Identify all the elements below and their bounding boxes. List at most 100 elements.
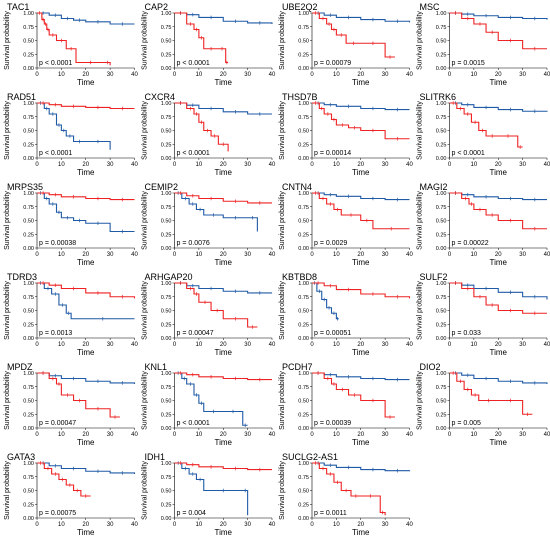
panel-title: CAP2 (145, 2, 169, 12)
x-axis-label: Time (352, 168, 370, 177)
y-tick-label: 0.75 (23, 475, 34, 481)
survival-curve (312, 12, 395, 58)
x-tick-label: 0 (173, 252, 177, 258)
y-tick-label: 0.50 (161, 219, 172, 225)
y-tick-label: 0.75 (436, 205, 447, 211)
x-axis-label: Time (77, 438, 95, 447)
x-tick-label: 0 (448, 162, 452, 168)
y-tick-label: 0.50 (298, 309, 309, 315)
y-tick-label: 1.00 (436, 101, 447, 107)
y-tick-label: 0.50 (23, 309, 34, 315)
x-tick-label: 30 (244, 162, 251, 168)
panel-title: GATA3 (7, 452, 35, 462)
panel-title: ARHGAP20 (145, 272, 193, 282)
p-value: p < 0.0001 (177, 420, 210, 427)
y-tick-label: 0.75 (298, 25, 309, 31)
y-tick-label: 0.50 (23, 399, 34, 405)
x-axis-label: Time (215, 438, 233, 447)
x-tick-label: 40 (406, 342, 413, 348)
y-axis-label: Survival probability (142, 371, 149, 430)
y-tick-label: 0.75 (23, 385, 34, 391)
x-tick-label: 30 (107, 252, 114, 258)
panel-title: KBTBD8 (282, 272, 317, 282)
survival-curve (37, 102, 111, 150)
y-axis-label: Survival probability (142, 101, 149, 160)
y-tick-label: 0.00 (436, 66, 447, 72)
survival-curve (37, 12, 111, 66)
x-tick-label: 0 (173, 72, 177, 78)
x-tick-label: 30 (519, 252, 526, 258)
y-tick-label: 0.75 (161, 25, 172, 31)
y-tick-label: 0.00 (23, 336, 34, 342)
x-tick-label: 30 (244, 432, 251, 438)
x-tick-label: 30 (107, 522, 114, 528)
y-tick-label: 0.25 (298, 322, 309, 328)
x-tick-label: 20 (357, 72, 364, 78)
x-tick-label: 30 (107, 432, 114, 438)
x-tick-label: 30 (519, 72, 526, 78)
y-tick-label: 0.25 (23, 322, 34, 328)
x-tick-label: 0 (448, 342, 452, 348)
x-tick-label: 20 (220, 72, 227, 78)
km-panel: PCDH7 0.00 0.25 0.50 0.75 1.00 0 10 20 30 40 Time Su… (279, 362, 413, 447)
y-axis-label: Survival probability (4, 11, 11, 70)
x-tick-label: 40 (269, 432, 276, 438)
x-tick-label: 30 (244, 252, 251, 258)
y-tick-label: 0.50 (23, 129, 34, 135)
x-tick-label: 10 (58, 252, 65, 258)
y-tick-label: 0.00 (23, 66, 34, 72)
x-tick-label: 0 (310, 342, 314, 348)
x-tick-label: 10 (471, 342, 478, 348)
x-tick-label: 10 (333, 432, 340, 438)
y-tick-label: 0.25 (161, 502, 172, 508)
x-tick-label: 10 (58, 432, 65, 438)
x-tick-label: 0 (173, 342, 177, 348)
survival-curve (449, 102, 523, 148)
km-panel: MSC 0.00 0.25 0.50 0.75 1.00 0 10 20 30 40 Time Surv… (417, 2, 550, 87)
y-tick-label: 0.50 (298, 129, 309, 135)
y-axis-label: Survival probability (4, 191, 11, 250)
y-tick-label: 0.00 (298, 516, 309, 522)
x-axis-label: Time (215, 528, 233, 537)
y-tick-label: 0.50 (23, 489, 34, 495)
y-tick-label: 0.00 (23, 516, 34, 522)
y-tick-label: 0.25 (23, 412, 34, 418)
p-value: p = 0.00051 (314, 330, 351, 337)
survival-curve (37, 462, 136, 474)
survival-curve (449, 102, 548, 112)
x-axis-label: Time (352, 528, 370, 537)
x-tick-label: 10 (471, 252, 478, 258)
y-tick-label: 0.50 (23, 39, 34, 45)
x-tick-label: 30 (519, 342, 526, 348)
survival-curve (312, 462, 386, 516)
x-tick-label: 0 (35, 522, 39, 528)
x-axis-label: Time (490, 78, 508, 87)
panel-title: CXCR4 (145, 92, 176, 102)
y-tick-label: 1.00 (23, 101, 34, 107)
x-tick-label: 30 (382, 252, 389, 258)
survival-curve (312, 282, 339, 320)
x-tick-label: 40 (406, 252, 413, 258)
p-value: p = 0.0076 (177, 240, 210, 247)
x-tick-label: 40 (406, 522, 413, 528)
y-axis-label: Survival probability (279, 371, 286, 430)
y-tick-label: 1.00 (161, 371, 172, 377)
y-tick-label: 0.50 (436, 129, 447, 135)
x-tick-label: 40 (544, 72, 550, 78)
y-tick-label: 0.00 (161, 336, 172, 342)
x-axis-label: Time (215, 258, 233, 267)
y-tick-label: 0.00 (436, 246, 447, 252)
x-tick-label: 40 (406, 72, 413, 78)
km-panel: MAGI2 0.00 0.25 0.50 0.75 1.00 0 10 20 30 40 Time Su… (417, 182, 550, 267)
x-tick-label: 20 (357, 342, 364, 348)
panel-title: SLITRK6 (420, 92, 457, 102)
survival-curve (37, 102, 135, 110)
x-tick-label: 0 (310, 252, 314, 258)
y-tick-label: 1.00 (298, 101, 309, 107)
y-tick-label: 1.00 (161, 11, 172, 17)
x-tick-label: 40 (131, 342, 138, 348)
y-tick-label: 1.00 (436, 371, 447, 377)
x-tick-label: 30 (382, 522, 389, 528)
y-tick-label: 1.00 (23, 11, 34, 17)
